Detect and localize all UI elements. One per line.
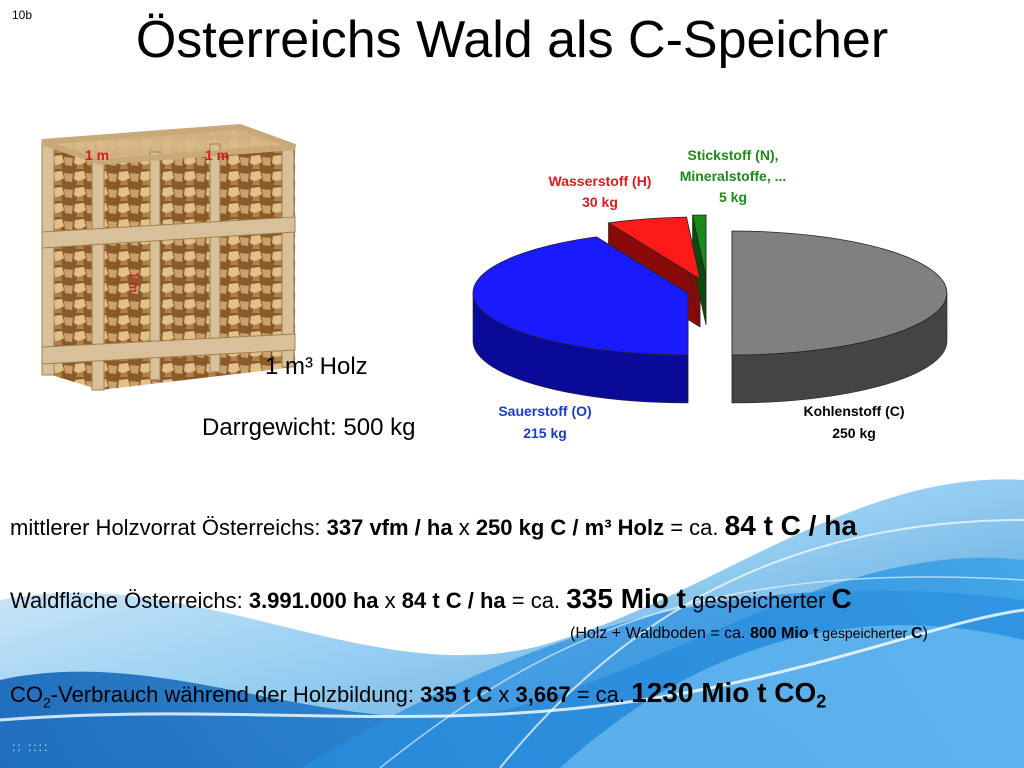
dim-label-side: 1 m xyxy=(127,272,141,293)
line4-value2: 3,667 xyxy=(515,682,571,707)
pie-slice-kohlenstoff xyxy=(731,230,948,356)
line2-value1: 3.991.000 ha xyxy=(248,588,379,613)
line4-value1: 335 t C xyxy=(420,682,493,707)
line1-value1: 337 vfm / ha xyxy=(326,515,453,540)
pie-chart: Stickstoff (N), Mineralstoffe, ... 5 kg … xyxy=(470,140,950,445)
line4-sub: 2 xyxy=(43,694,51,711)
line2-ca: ca. xyxy=(530,588,567,613)
calc-line-co2: CO2-Verbrauch während der Holzbildung: 3… xyxy=(10,677,826,712)
calc-note-waldboden: (Holz + Waldboden = ca. 800 Mio t gespei… xyxy=(570,625,928,643)
calc-line-waldflaeche: Waldfläche Österreichs: 3.991.000 ha x 8… xyxy=(10,583,852,615)
line4-op2: = xyxy=(570,682,596,707)
line2-suffix-c: C xyxy=(831,583,852,614)
footer-dots: :: :::: xyxy=(12,740,50,754)
label-sauerstoff: Sauerstoff (O) xyxy=(498,403,591,419)
label-sauerstoff-value: 215 kg xyxy=(523,425,567,441)
label-stickstoff-2: Mineralstoffe, ... xyxy=(680,168,787,184)
line2-op1: x xyxy=(378,588,402,613)
slide-number: 10b xyxy=(12,8,33,22)
line4-ca: ca. xyxy=(595,682,632,707)
pie-slice-wasserstoff xyxy=(607,216,701,280)
page-title: Österreichs Wald als C-Speicher xyxy=(135,11,889,69)
weight-caption: Darrgewicht: 500 kg xyxy=(202,414,416,441)
line3-value: 800 Mio t xyxy=(749,625,819,642)
label-wasserstoff-value: 30 kg xyxy=(582,194,618,210)
wood-crate-image: 1 m 1 m 1 m xyxy=(41,123,297,391)
volume-caption: 1 m³ Holz xyxy=(265,353,368,380)
pie-slice-sauerstoff xyxy=(472,236,689,356)
line1-result: 84 t C / ha xyxy=(724,510,857,541)
pie-slice-stickstoff xyxy=(692,214,707,278)
line2-op2: = xyxy=(505,588,531,613)
line1-prefix: mittlerer Holzvorrat Österreichs: xyxy=(10,515,327,540)
dim-label-top-right: 1 m xyxy=(205,147,229,163)
line2-prefix: Waldfläche Österreichs: xyxy=(10,588,249,613)
line2-value2: 84 t C / ha xyxy=(401,588,506,613)
line3-close: ) xyxy=(922,625,928,642)
line1-op2: = xyxy=(664,515,690,540)
label-stickstoff-1: Stickstoff (N), xyxy=(688,147,779,163)
line4-op1: x xyxy=(492,682,516,707)
label-kohlenstoff-value: 250 kg xyxy=(832,425,876,441)
line1-ca: ca. xyxy=(689,515,725,540)
line3-suffix: gespeicherter xyxy=(818,625,912,641)
line1-value2: 250 kg C / m³ Holz xyxy=(475,515,665,540)
line4-co: CO xyxy=(10,682,43,707)
calc-line-holzvorrat: mittlerer Holzvorrat Österreichs: 337 vf… xyxy=(10,510,857,542)
label-kohlenstoff: Kohlenstoff (C) xyxy=(803,403,904,419)
line3-c: C xyxy=(911,625,923,642)
dim-label-top-left: 1 m xyxy=(85,147,109,163)
line4-prefix: -Verbrauch während der Holzbildung: xyxy=(50,682,421,707)
label-stickstoff-value: 5 kg xyxy=(719,189,747,205)
line2-suffix: gespeicherter xyxy=(686,588,832,613)
line1-op1: x xyxy=(452,515,476,540)
line4-result-sub: 2 xyxy=(816,691,827,712)
line3-open: (Holz + Waldboden = ca. xyxy=(570,625,750,642)
label-wasserstoff: Wasserstoff (H) xyxy=(549,173,652,189)
line4-result: 1230 Mio t CO xyxy=(631,677,817,708)
line2-result: 335 Mio t xyxy=(566,583,687,614)
